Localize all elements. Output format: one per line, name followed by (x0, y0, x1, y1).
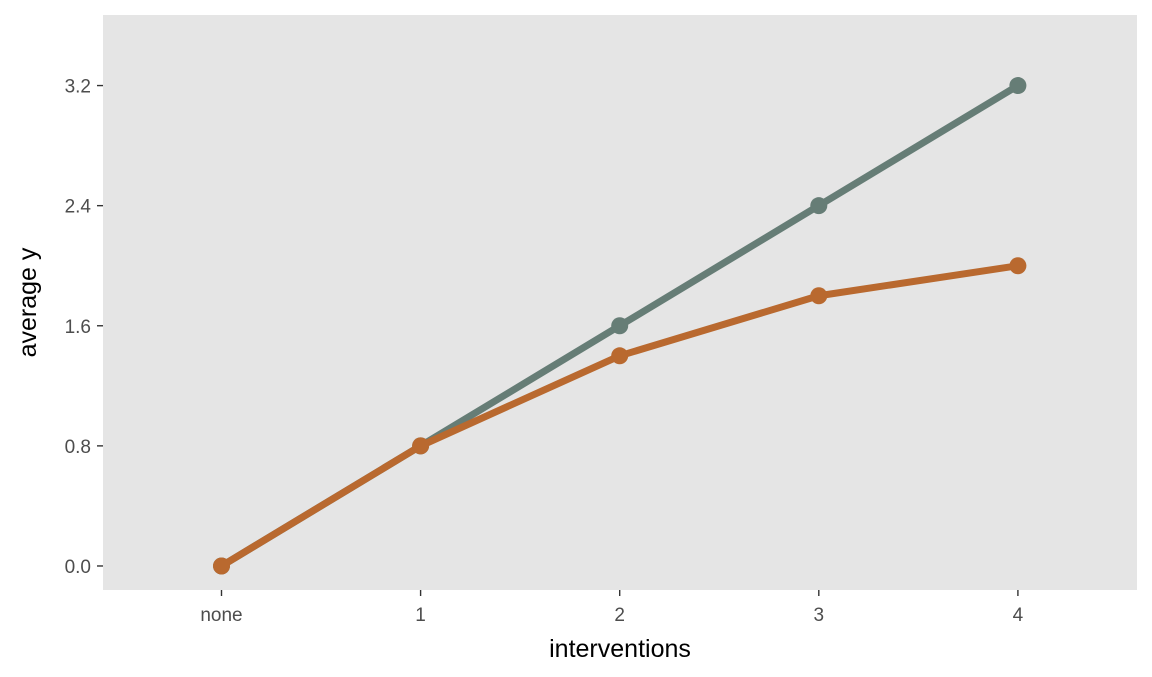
y-axis-title: average y (14, 247, 42, 357)
y-tick-label: 0.8 (65, 437, 91, 458)
data-point (1009, 257, 1027, 275)
x-tick-label: 1 (415, 605, 426, 626)
x-axis-title: interventions (549, 635, 691, 663)
plot-panel (103, 15, 1137, 590)
y-tick-label: 3.2 (65, 77, 91, 98)
x-tick-label: 4 (1013, 605, 1024, 626)
x-tick-label: 3 (814, 605, 825, 626)
x-axis: none 1 2 3 4 (200, 590, 1024, 626)
x-tick-label: none (200, 605, 242, 626)
data-point (1009, 77, 1027, 95)
data-point (213, 557, 230, 575)
y-tick-label: 2.4 (65, 197, 92, 218)
series-layer (213, 77, 1027, 575)
y-axis: 0.0 0.8 1.6 2.4 3.2 (65, 77, 103, 578)
data-point (810, 197, 828, 215)
series-2 (213, 257, 1027, 575)
x-tick-label: 2 (614, 605, 625, 626)
data-point (611, 317, 629, 335)
data-point (810, 287, 828, 305)
y-tick-label: 0.0 (65, 557, 91, 578)
data-point (611, 347, 629, 365)
y-tick-label: 1.6 (65, 317, 91, 338)
data-point (412, 437, 430, 455)
